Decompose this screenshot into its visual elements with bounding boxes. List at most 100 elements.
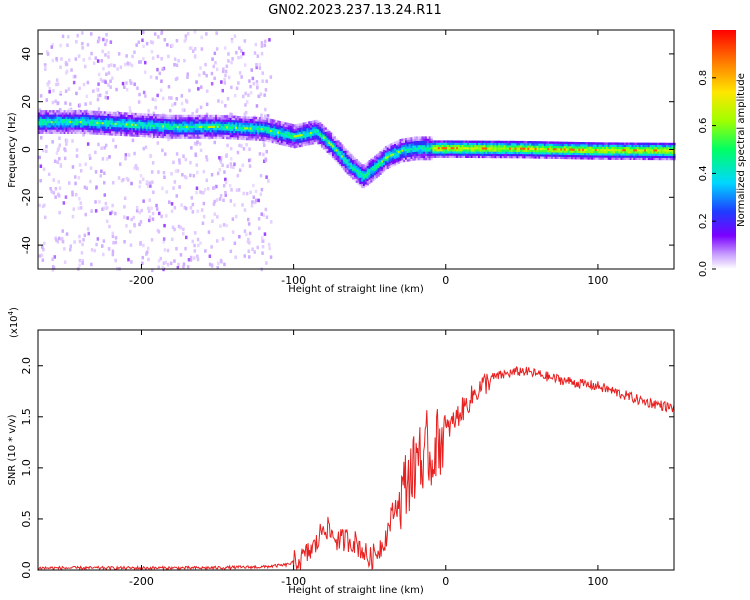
spectrogram-cell	[428, 153, 431, 156]
spectrogram-cell	[366, 172, 369, 175]
spectrogram-cell	[415, 142, 419, 146]
spectrogram-cell	[587, 148, 590, 151]
spectrogram-cell	[241, 163, 244, 168]
spectrogram-cell	[275, 128, 278, 132]
spectrogram-cell	[231, 126, 234, 129]
spectrogram-cell	[142, 134, 145, 138]
spectrogram-cell	[63, 110, 66, 113]
spectrogram-cell	[394, 150, 397, 153]
spectrogram-cell	[70, 116, 74, 119]
spectrogram-cell	[255, 136, 258, 139]
spectrogram-cell	[255, 131, 258, 135]
spectrogram-cell	[302, 141, 305, 145]
spectrogram-cell	[291, 143, 294, 146]
spectrogram-cell	[669, 142, 672, 146]
spectrogram-cell	[209, 129, 212, 133]
spectrogram-cell	[215, 67, 219, 72]
spectrogram-cell	[638, 142, 641, 145]
spectrogram-cell	[583, 155, 587, 158]
spectrogram-cell	[279, 131, 282, 135]
spectrogram-cell	[172, 186, 175, 190]
spectrogram-cell	[50, 127, 53, 130]
spectrogram-cell	[253, 136, 256, 139]
spectrogram-cell	[321, 139, 324, 142]
spectrogram-cell	[96, 132, 99, 135]
spectrogram-cell	[46, 50, 49, 54]
spectrogram-cell	[259, 192, 263, 196]
spectrogram-cell	[71, 214, 75, 219]
spectrogram-cell	[377, 170, 380, 173]
spectrogram-cell	[510, 147, 514, 150]
spectrogram-cell	[425, 149, 428, 152]
snr-y-label: SNR (10 * v/v)	[7, 414, 18, 485]
spectrogram-cell	[512, 143, 515, 146]
spectrogram-cell	[415, 155, 419, 159]
spectrogram-cell	[220, 125, 223, 129]
spectrogram-cell	[39, 94, 43, 98]
spectrogram-cell	[426, 149, 430, 152]
spectrogram-cell	[56, 116, 59, 119]
spectrogram-cell	[658, 157, 661, 161]
spectrogram-cell	[92, 130, 95, 133]
spectrogram-cell	[269, 75, 273, 79]
spectrogram-cell	[616, 157, 619, 160]
spectrogram-cell	[638, 151, 641, 154]
spectrogram-cell	[352, 157, 355, 161]
spectrogram-cell	[611, 155, 614, 158]
spectrogram-cell	[81, 114, 84, 117]
spectrogram-cell	[499, 147, 503, 150]
spectrogram-cell	[210, 245, 213, 249]
spectrogram-cell	[140, 132, 143, 135]
spectrogram-cell	[260, 132, 263, 135]
spectrogram-cell	[536, 147, 539, 150]
spectrogram-cell	[368, 160, 371, 163]
spectrogram-cell	[353, 165, 357, 169]
spectrogram-cell	[131, 114, 134, 118]
spectrogram-cell	[529, 156, 532, 159]
spectrogram-cell	[317, 126, 320, 130]
spectrogram-cell	[521, 156, 524, 159]
spectrogram-cell	[363, 166, 366, 169]
spectrogram-cell	[158, 114, 161, 117]
spectrogram-cell	[194, 47, 197, 51]
spectrogram-cell	[78, 103, 81, 107]
spectrogram-cell	[273, 130, 276, 133]
spectrogram-cell	[379, 161, 382, 165]
spectrogram-cell	[341, 144, 344, 147]
spectrogram-cell	[151, 122, 154, 125]
spectrogram-cell	[456, 144, 459, 148]
spectrogram-cell	[602, 151, 605, 154]
spectrogram-cell	[162, 118, 165, 121]
spectrogram-cell	[198, 121, 201, 124]
spectrogram-cell	[257, 132, 260, 135]
spectrogram-cell	[421, 155, 424, 159]
spectrogram-cell	[631, 144, 634, 148]
spectrogram-cell	[333, 151, 336, 154]
spectrogram-cell	[457, 146, 461, 150]
spectrogram-cell	[138, 130, 141, 133]
spectrogram-cell	[357, 169, 360, 172]
spectrogram-cell	[483, 151, 486, 154]
spectrogram-cell	[640, 155, 643, 158]
spectrogram-cell	[112, 131, 116, 134]
spectrogram-cell	[213, 140, 216, 145]
x-tick-label: 0	[442, 274, 449, 287]
x-tick-label: -100	[281, 274, 306, 287]
spectrogram-cell	[164, 152, 167, 156]
spectrogram-cell	[129, 81, 133, 85]
spectrogram-cell	[132, 121, 136, 124]
spectrogram-cell	[231, 119, 234, 123]
spectrogram-cell	[664, 144, 667, 148]
spectrogram-cell	[490, 140, 493, 144]
spectrogram-cell	[357, 160, 360, 164]
spectrogram-cell	[114, 126, 117, 130]
spectrogram-cell	[669, 151, 672, 154]
spectrogram-cell	[653, 147, 656, 150]
spectrogram-cell	[321, 128, 324, 131]
spectrogram-cell	[182, 121, 185, 124]
spectrogram-cell	[59, 112, 63, 115]
spectrogram-cell	[216, 129, 220, 133]
spectrogram-cell	[609, 142, 612, 145]
spectrogram-cell	[101, 128, 105, 131]
spectrogram-cell	[109, 111, 112, 114]
